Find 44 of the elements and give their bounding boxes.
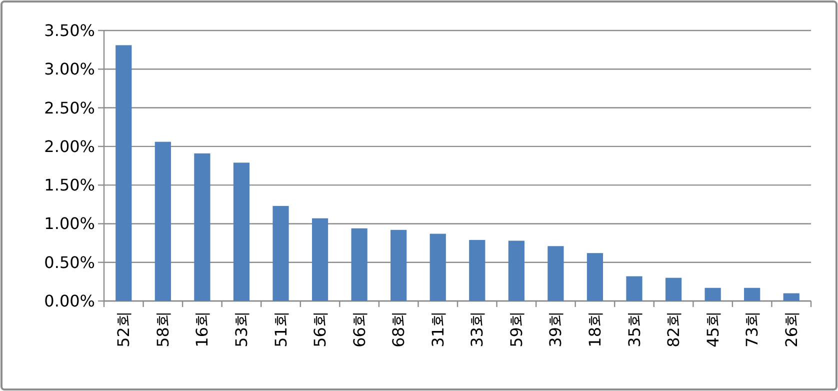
y-tick-label: 2.00% [44,136,95,156]
y-tick-label: 3.50% [44,21,95,40]
bar [704,288,721,301]
x-tick-label: 82회 [664,311,684,348]
bar [469,240,486,301]
x-tick-label: 45회 [703,311,722,348]
x-tick-label: 58회 [153,311,172,348]
x-tick-label: 16회 [192,311,212,348]
x-tick-label: 73회 [742,311,762,348]
y-tick-label: 0.00% [44,292,95,310]
x-tick-label: 59회 [506,311,526,348]
bar [154,142,171,301]
bar [272,206,289,301]
x-tick-label: 52회 [114,311,134,348]
bar [312,218,328,301]
x-tick-label: 18회 [585,311,604,348]
x-tick-label: 66회 [350,311,369,348]
bar [508,240,524,301]
x-tick-label: 39회 [546,311,566,348]
bar [586,253,604,301]
bar [233,162,250,301]
bar [665,278,682,301]
bar [548,246,564,301]
y-tick-label: 3.00% [44,60,95,79]
bar [390,230,407,301]
bar [430,234,446,301]
x-tick-label: 53회 [232,311,251,348]
y-tick-label: 1.50% [44,176,95,195]
x-tick-label: 26회 [782,311,801,348]
bar [626,276,642,301]
x-tick-label: 51회 [271,311,290,348]
x-tick-label: 68회 [389,311,408,348]
bar [351,228,368,301]
x-tick-label: 56회 [310,311,330,348]
x-tick-label: 35회 [624,311,644,348]
x-tick-label: 33회 [468,311,487,348]
y-tick-label: 2.50% [44,98,95,118]
y-tick-label: 1.00% [44,214,95,234]
bar [783,293,800,301]
bar [116,45,132,301]
bar [194,153,210,301]
x-tick-label: 31회 [428,311,448,348]
y-tick-label: 0.50% [44,252,95,272]
bar [744,288,760,301]
